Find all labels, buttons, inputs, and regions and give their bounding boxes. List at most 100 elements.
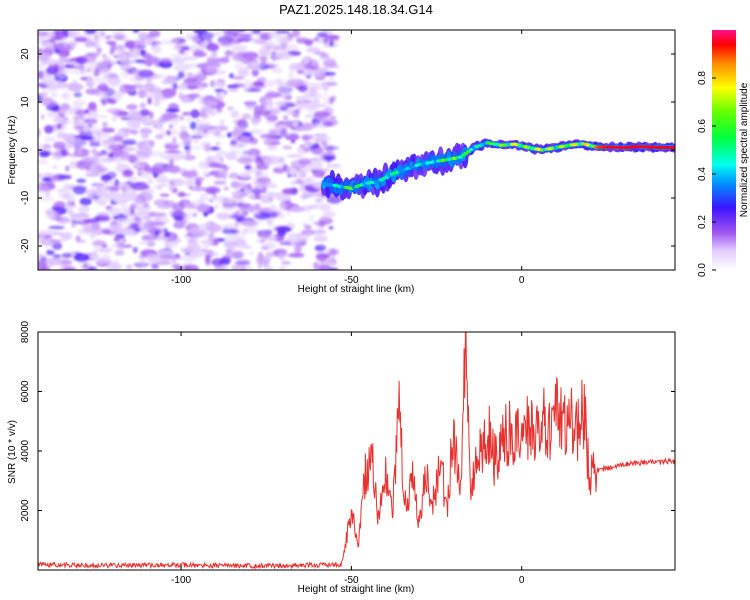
noise-blob [89, 254, 101, 259]
noise-blob [100, 91, 107, 100]
noise-blob [49, 239, 63, 243]
noise-blob [235, 245, 245, 249]
noise-blob [237, 179, 245, 185]
noise-blob [193, 73, 207, 82]
noise-blob [259, 239, 266, 244]
noise-blob [188, 93, 201, 99]
noise-blob [106, 191, 121, 200]
noise-blob [219, 150, 227, 155]
noise-blob [199, 240, 214, 244]
x-tick-label: -100 [171, 275, 191, 286]
noise-blob [223, 264, 228, 270]
noise-blob [186, 114, 191, 124]
y-tick-label: -10 [20, 190, 31, 205]
noise-blob [136, 209, 149, 220]
noise-blob [171, 56, 186, 65]
noise-blob [185, 72, 195, 78]
noise-blob [127, 176, 138, 181]
snr-plot-area [38, 332, 675, 570]
noise-blob [74, 135, 89, 139]
noise-blob [42, 177, 52, 182]
noise-blob [65, 194, 77, 203]
noise-blob [155, 122, 163, 130]
noise-blob [245, 183, 253, 191]
noise-blob [193, 30, 208, 34]
x-tick-label: -50 [344, 275, 359, 286]
snr-line [38, 332, 675, 570]
noise-blob [231, 76, 245, 80]
noise-blob [48, 225, 65, 230]
noise-blob [38, 63, 45, 70]
noise-blob [88, 101, 97, 110]
noise-blob [162, 89, 176, 99]
noise-blob [97, 201, 105, 206]
noise-blob [176, 142, 191, 147]
snr-panel: -100 -50 0 2000 4000 6000 8000 Height of stra… [7, 320, 676, 595]
noise-blob [120, 58, 137, 65]
noise-blob [180, 96, 191, 104]
noise-blob [253, 203, 261, 211]
noise-blob [231, 136, 241, 143]
noise-blob [180, 219, 188, 224]
noise-blob [230, 191, 248, 197]
noise-blob [92, 77, 108, 85]
noise-blob [271, 67, 283, 74]
noise-blob [162, 228, 168, 233]
noise-blob [313, 235, 328, 242]
noise-blob [171, 120, 179, 126]
noise-blob [202, 100, 219, 107]
noise-blob [312, 169, 326, 178]
noise-blob [254, 191, 261, 200]
noise-blob [98, 184, 111, 192]
noise-blob [40, 114, 45, 120]
noise-blob [105, 40, 117, 45]
noise-blob [286, 154, 304, 158]
noise-blob [260, 57, 267, 66]
noise-blob [92, 137, 105, 142]
snr-series [38, 332, 675, 570]
noise-blob [57, 45, 75, 51]
noise-blob [282, 115, 289, 121]
noise-blob [164, 240, 179, 248]
spectrogram-x-ticks: -100 -50 0 [171, 30, 525, 286]
noise-blob [188, 145, 202, 150]
noise-blob [53, 83, 70, 90]
noise-blob [117, 111, 130, 116]
noise-blob [257, 77, 267, 83]
noise-blob [111, 116, 118, 123]
noise-blob [198, 124, 212, 128]
noise-blob [142, 202, 150, 208]
noise-blob [122, 169, 134, 178]
x-tick-label: 0 [519, 275, 525, 286]
noise-blob [266, 191, 277, 198]
noise-blob [206, 43, 220, 52]
noise-blob [79, 197, 92, 206]
noise-blob [276, 84, 290, 95]
noise-blob [132, 246, 138, 254]
noise-blob [146, 253, 161, 262]
noise-blob [228, 172, 239, 179]
noise-blob [111, 30, 125, 35]
noise-blob [123, 85, 137, 90]
noise-blob [298, 84, 308, 93]
noise-blob [257, 232, 272, 238]
noise-blob [241, 132, 253, 137]
noise-blob [209, 162, 221, 168]
noise-blob [38, 52, 52, 61]
noise-blobs [38, 30, 342, 270]
noise-blob [329, 115, 337, 120]
noise-blob [272, 123, 282, 127]
noise-blob [230, 110, 240, 119]
noise-blob [322, 259, 329, 267]
noise-blob [116, 158, 122, 167]
noise-blob [245, 88, 262, 93]
noise-blob [298, 232, 313, 237]
noise-blob [239, 136, 252, 146]
noise-blob [130, 129, 139, 135]
noise-blob [58, 56, 68, 63]
noise-blob [165, 108, 180, 113]
noise-blob [195, 118, 201, 124]
noise-blob [304, 224, 312, 230]
noise-blob [87, 120, 98, 125]
noise-blob [286, 107, 294, 115]
